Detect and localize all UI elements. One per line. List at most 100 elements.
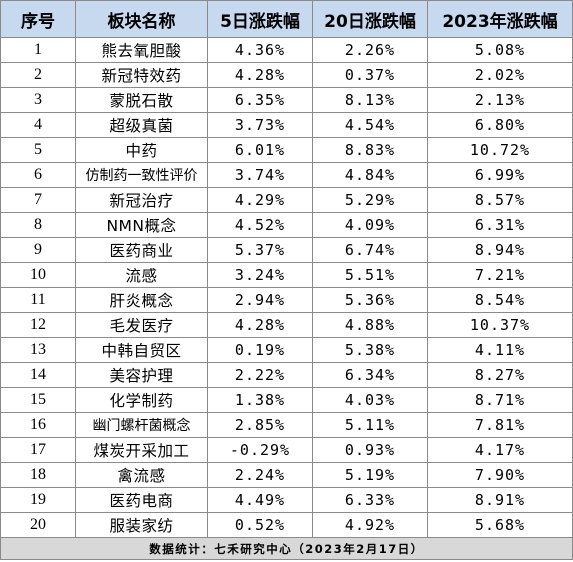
row-index-cell: 20 xyxy=(0,512,76,538)
table-row: 8 NMN概念 4.52% 4.09% 6.31% xyxy=(0,212,573,238)
change-2023-cell: 8.94% xyxy=(427,237,573,263)
change-5day-cell: 0.52% xyxy=(207,512,313,538)
change-20day-cell: 8.83% xyxy=(312,137,428,163)
change-2023-cell: 8.27% xyxy=(427,362,573,388)
change-20day-cell: 2.26% xyxy=(312,37,428,63)
row-index-cell: 15 xyxy=(0,387,76,413)
change-2023-cell: 4.11% xyxy=(427,337,573,363)
table-row: 19 医药电商 4.49% 6.33% 8.91% xyxy=(0,487,573,513)
sector-name-cell: 中药 xyxy=(75,137,208,163)
change-5day-cell: 3.24% xyxy=(207,262,313,288)
change-5day-cell: 4.28% xyxy=(207,62,313,88)
table-row: 18 禽流感 2.24% 5.19% 7.90% xyxy=(0,462,573,488)
header-20day-change: 20日涨跌幅 xyxy=(312,0,428,38)
sector-name-cell: 肝炎概念 xyxy=(75,287,208,313)
header-index: 序号 xyxy=(0,0,76,38)
sector-name-cell: 禽流感 xyxy=(75,462,208,488)
change-20day-cell: 5.19% xyxy=(312,462,428,488)
change-20day-cell: 6.33% xyxy=(312,487,428,513)
row-index-cell: 7 xyxy=(0,187,76,213)
row-index-cell: 16 xyxy=(0,412,76,438)
source-note: 数据统计：七禾研究中心（2023年2月17日） xyxy=(0,537,573,560)
change-20day-cell: 6.34% xyxy=(312,362,428,388)
change-5day-cell: 4.29% xyxy=(207,187,313,213)
change-2023-cell: 8.57% xyxy=(427,187,573,213)
change-20day-cell: 5.36% xyxy=(312,287,428,313)
row-index-cell: 19 xyxy=(0,487,76,513)
change-5day-cell: 3.74% xyxy=(207,162,313,188)
table-row: 13 中韩自贸区 0.19% 5.38% 4.11% xyxy=(0,337,573,363)
row-index-cell: 10 xyxy=(0,262,76,288)
table-body: 1 熊去氧胆酸 4.36% 2.26% 5.08% 2 新冠特效药 4.28% 0.37% 2.0… xyxy=(0,37,573,538)
change-2023-cell: 6.99% xyxy=(427,162,573,188)
change-20day-cell: 4.03% xyxy=(312,387,428,413)
change-5day-cell: 2.85% xyxy=(207,412,313,438)
sector-name-cell: 幽门螺杆菌概念 xyxy=(75,412,208,438)
change-5day-cell: 6.35% xyxy=(207,87,313,113)
change-2023-cell: 4.17% xyxy=(427,437,573,463)
change-2023-cell: 5.68% xyxy=(427,512,573,538)
row-index-cell: 14 xyxy=(0,362,76,388)
row-index-cell: 9 xyxy=(0,237,76,263)
sector-name-cell: 新冠特效药 xyxy=(75,62,208,88)
table-row: 12 毛发医疗 4.28% 4.88% 10.37% xyxy=(0,312,573,338)
row-index-cell: 11 xyxy=(0,287,76,313)
change-20day-cell: 4.84% xyxy=(312,162,428,188)
table-row: 3 蒙脱石散 6.35% 8.13% 2.13% xyxy=(0,87,573,113)
table-row: 6 仿制药一致性评价 3.74% 4.84% 6.99% xyxy=(0,162,573,188)
sector-name-cell: 毛发医疗 xyxy=(75,312,208,338)
change-5day-cell: -0.29% xyxy=(207,437,313,463)
change-5day-cell: 0.19% xyxy=(207,337,313,363)
change-5day-cell: 4.49% xyxy=(207,487,313,513)
change-2023-cell: 7.90% xyxy=(427,462,573,488)
table-row: 11 肝炎概念 2.94% 5.36% 8.54% xyxy=(0,287,573,313)
change-2023-cell: 8.54% xyxy=(427,287,573,313)
sector-name-cell: 煤炭开采加工 xyxy=(75,437,208,463)
row-index-cell: 6 xyxy=(0,162,76,188)
change-5day-cell: 4.28% xyxy=(207,312,313,338)
change-5day-cell: 2.94% xyxy=(207,287,313,313)
header-5day-change: 5日涨跌幅 xyxy=(207,0,313,38)
change-5day-cell: 5.37% xyxy=(207,237,313,263)
sector-name-cell: 熊去氧胆酸 xyxy=(75,37,208,63)
change-20day-cell: 4.54% xyxy=(312,112,428,138)
sector-name-cell: 医药商业 xyxy=(75,237,208,263)
change-2023-cell: 2.13% xyxy=(427,87,573,113)
change-20day-cell: 4.92% xyxy=(312,512,428,538)
table-row: 17 煤炭开采加工 -0.29% 0.93% 4.17% xyxy=(0,437,573,463)
change-5day-cell: 6.01% xyxy=(207,137,313,163)
change-2023-cell: 7.21% xyxy=(427,262,573,288)
table-row: 10 流感 3.24% 5.51% 7.21% xyxy=(0,262,573,288)
table-row: 16 幽门螺杆菌概念 2.85% 5.11% 7.81% xyxy=(0,412,573,438)
change-5day-cell: 4.36% xyxy=(207,37,313,63)
sector-name-cell: 超级真菌 xyxy=(75,112,208,138)
change-2023-cell: 7.81% xyxy=(427,412,573,438)
header-row: 序号 板块名称 5日涨跌幅 20日涨跌幅 2023年涨跌幅 xyxy=(0,0,573,38)
change-20day-cell: 5.11% xyxy=(312,412,428,438)
sector-name-cell: 化学制药 xyxy=(75,387,208,413)
row-index-cell: 3 xyxy=(0,87,76,113)
row-index-cell: 17 xyxy=(0,437,76,463)
change-5day-cell: 2.22% xyxy=(207,362,313,388)
change-2023-cell: 5.08% xyxy=(427,37,573,63)
change-20day-cell: 5.38% xyxy=(312,337,428,363)
header-2023-change: 2023年涨跌幅 xyxy=(427,0,573,38)
change-5day-cell: 3.73% xyxy=(207,112,313,138)
sector-name-cell: 蒙脱石散 xyxy=(75,87,208,113)
footer-row: 数据统计：七禾研究中心（2023年2月17日） xyxy=(0,537,573,560)
row-index-cell: 13 xyxy=(0,337,76,363)
change-20day-cell: 4.88% xyxy=(312,312,428,338)
table-row: 15 化学制药 1.38% 4.03% 8.71% xyxy=(0,387,573,413)
row-index-cell: 18 xyxy=(0,462,76,488)
change-5day-cell: 4.52% xyxy=(207,212,313,238)
change-20day-cell: 8.13% xyxy=(312,87,428,113)
change-20day-cell: 6.74% xyxy=(312,237,428,263)
table-row: 9 医药商业 5.37% 6.74% 8.94% xyxy=(0,237,573,263)
table-row: 14 美容护理 2.22% 6.34% 8.27% xyxy=(0,362,573,388)
table-row: 4 超级真菌 3.73% 4.54% 6.80% xyxy=(0,112,573,138)
change-5day-cell: 2.24% xyxy=(207,462,313,488)
table-row: 5 中药 6.01% 8.83% 10.72% xyxy=(0,137,573,163)
sector-name-cell: 流感 xyxy=(75,262,208,288)
change-20day-cell: 5.29% xyxy=(312,187,428,213)
